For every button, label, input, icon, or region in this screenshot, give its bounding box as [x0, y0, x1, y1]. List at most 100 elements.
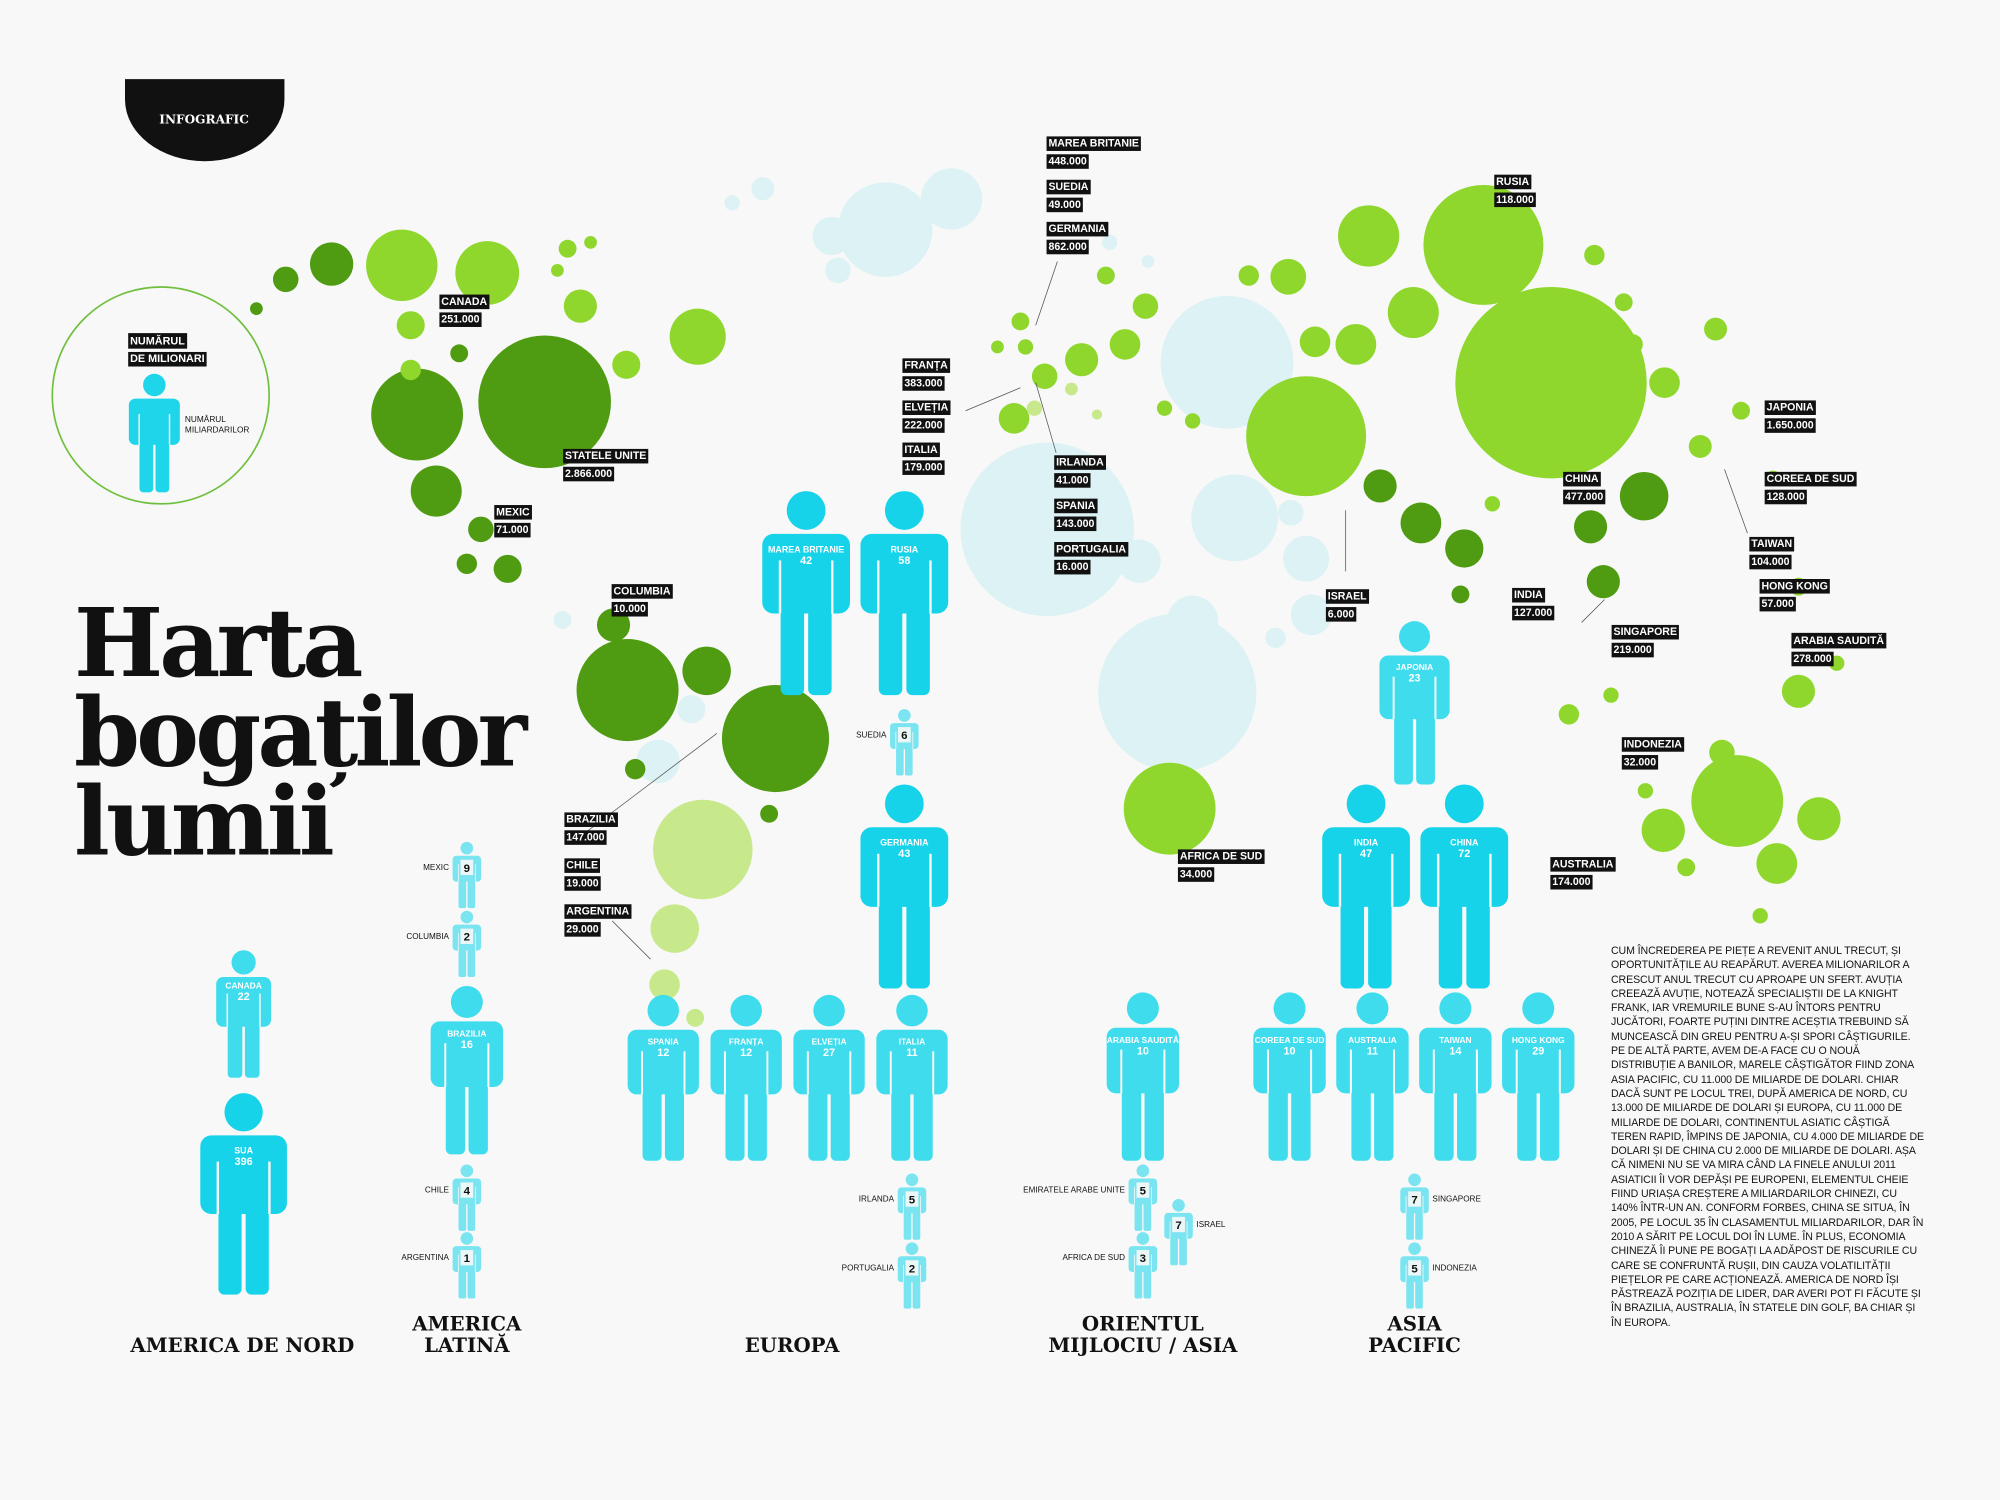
millionaire-count: 219.000	[1614, 644, 1652, 656]
callout-line	[1035, 382, 1057, 453]
person-icon	[1502, 992, 1575, 1161]
figure-count-box	[1136, 1182, 1150, 1198]
person-leg	[1179, 1228, 1187, 1266]
millionaire-country: GERMANIA	[1048, 223, 1106, 235]
person-leg	[808, 1069, 828, 1161]
label-box	[1046, 197, 1083, 213]
map-bubble	[410, 465, 462, 517]
person-icon	[128, 373, 180, 493]
map-bubble	[366, 229, 438, 302]
figure-count: 43	[898, 848, 910, 860]
map-bubble	[1584, 244, 1605, 266]
figure-side-label: ISRAEL	[1196, 1220, 1225, 1229]
figure-count: 7	[1175, 1220, 1181, 1232]
title-line: lumii	[74, 767, 333, 878]
person-head	[1273, 992, 1306, 1025]
millionaire-count: 118.000	[1496, 194, 1534, 206]
person-head	[905, 1242, 919, 1255]
person-icon	[860, 491, 949, 696]
person-head	[1444, 784, 1484, 824]
legend-millionaires: NUMĂRUL	[130, 334, 185, 347]
map-bubble	[1184, 413, 1201, 429]
figure-count-box	[460, 1182, 474, 1198]
badge-shape	[125, 79, 285, 162]
legend-billionaires: NUMĂRUL	[185, 414, 226, 424]
label-box	[1759, 596, 1796, 612]
label-box	[564, 904, 632, 919]
figure-side-label: COLUMBIA	[406, 932, 449, 941]
map-bubble	[371, 368, 464, 461]
millionaire-country: COLUMBIA	[614, 585, 671, 597]
person-leg	[468, 1061, 488, 1155]
figure-count: 9	[464, 863, 470, 875]
person-leg	[808, 582, 832, 696]
figure-count: 7	[1411, 1194, 1417, 1206]
person-icon	[860, 784, 949, 989]
person-icon	[627, 994, 699, 1161]
person-head	[1408, 1173, 1421, 1187]
person-leg	[1394, 694, 1413, 785]
figure-name: ITALIA	[899, 1037, 925, 1047]
person-leg	[903, 1272, 912, 1309]
map-bubble	[960, 442, 1134, 617]
person-leg	[1438, 876, 1463, 989]
map-bubble	[1167, 595, 1219, 647]
person-head	[460, 1164, 474, 1178]
map-bubble	[1677, 858, 1696, 877]
millionaire-count: 251.000	[441, 314, 479, 326]
person-icon	[1253, 992, 1326, 1161]
map-bubble	[400, 359, 421, 381]
legend-billionaires: MILIARDARILOR	[185, 424, 249, 434]
person-leg	[458, 1261, 467, 1299]
callout-line	[965, 387, 1021, 412]
label-box	[1512, 587, 1546, 603]
figure-count: 10	[1137, 1045, 1149, 1057]
person-leg	[1291, 1068, 1311, 1161]
label-box	[902, 376, 945, 391]
millionaire-country: AFRICA DE SUD	[1180, 851, 1263, 863]
region-name: EUROPA	[745, 1333, 840, 1357]
map-bubble	[1528, 431, 1546, 449]
figure-count: 5	[1140, 1186, 1147, 1198]
map-bubble	[309, 242, 354, 286]
figure-count: 72	[1458, 848, 1470, 860]
millionaire-country: MEXIC	[496, 506, 530, 518]
millionaire-country: ELVEȚIA	[904, 402, 948, 414]
label-box	[1512, 605, 1555, 621]
map-bubble	[1338, 205, 1400, 267]
map-bubble	[625, 758, 646, 780]
map-bubble	[1191, 474, 1279, 562]
figure-count: 396	[235, 1156, 253, 1168]
person-leg	[1268, 1068, 1288, 1161]
label-box	[1791, 632, 1887, 649]
person-head	[1408, 1242, 1421, 1255]
person-head	[884, 491, 924, 530]
map-bubble	[998, 403, 1030, 434]
figure-name: COREEA DE SUD	[1255, 1035, 1325, 1045]
person-leg	[1134, 1261, 1143, 1299]
figure-count: 5	[909, 1194, 916, 1206]
label-box	[564, 858, 600, 873]
person-leg	[725, 1069, 745, 1161]
map-bubble	[825, 257, 851, 284]
label-box	[1054, 498, 1098, 514]
map-bubble	[682, 646, 731, 696]
person-icon	[876, 994, 948, 1161]
map-bubble	[1290, 594, 1332, 636]
millionaire-count: 278.000	[1793, 653, 1831, 665]
person-head	[1172, 1198, 1185, 1212]
millionaire-count: 29.000	[566, 923, 598, 935]
figure-name: INDIA	[1354, 838, 1379, 848]
person-head	[1439, 992, 1472, 1025]
map-bubble	[1363, 469, 1397, 503]
person-leg	[1416, 694, 1435, 785]
figure-count-box	[897, 727, 911, 743]
millionaire-country: JAPONIA	[1767, 402, 1814, 414]
millionaire-count: 862.000	[1048, 241, 1086, 253]
person-leg	[227, 1007, 243, 1078]
figure-count: 14	[1449, 1045, 1461, 1057]
person-head	[224, 1093, 263, 1132]
millionaire-count: 71.000	[496, 524, 528, 536]
person-leg	[139, 427, 154, 493]
label-box	[1759, 579, 1830, 594]
